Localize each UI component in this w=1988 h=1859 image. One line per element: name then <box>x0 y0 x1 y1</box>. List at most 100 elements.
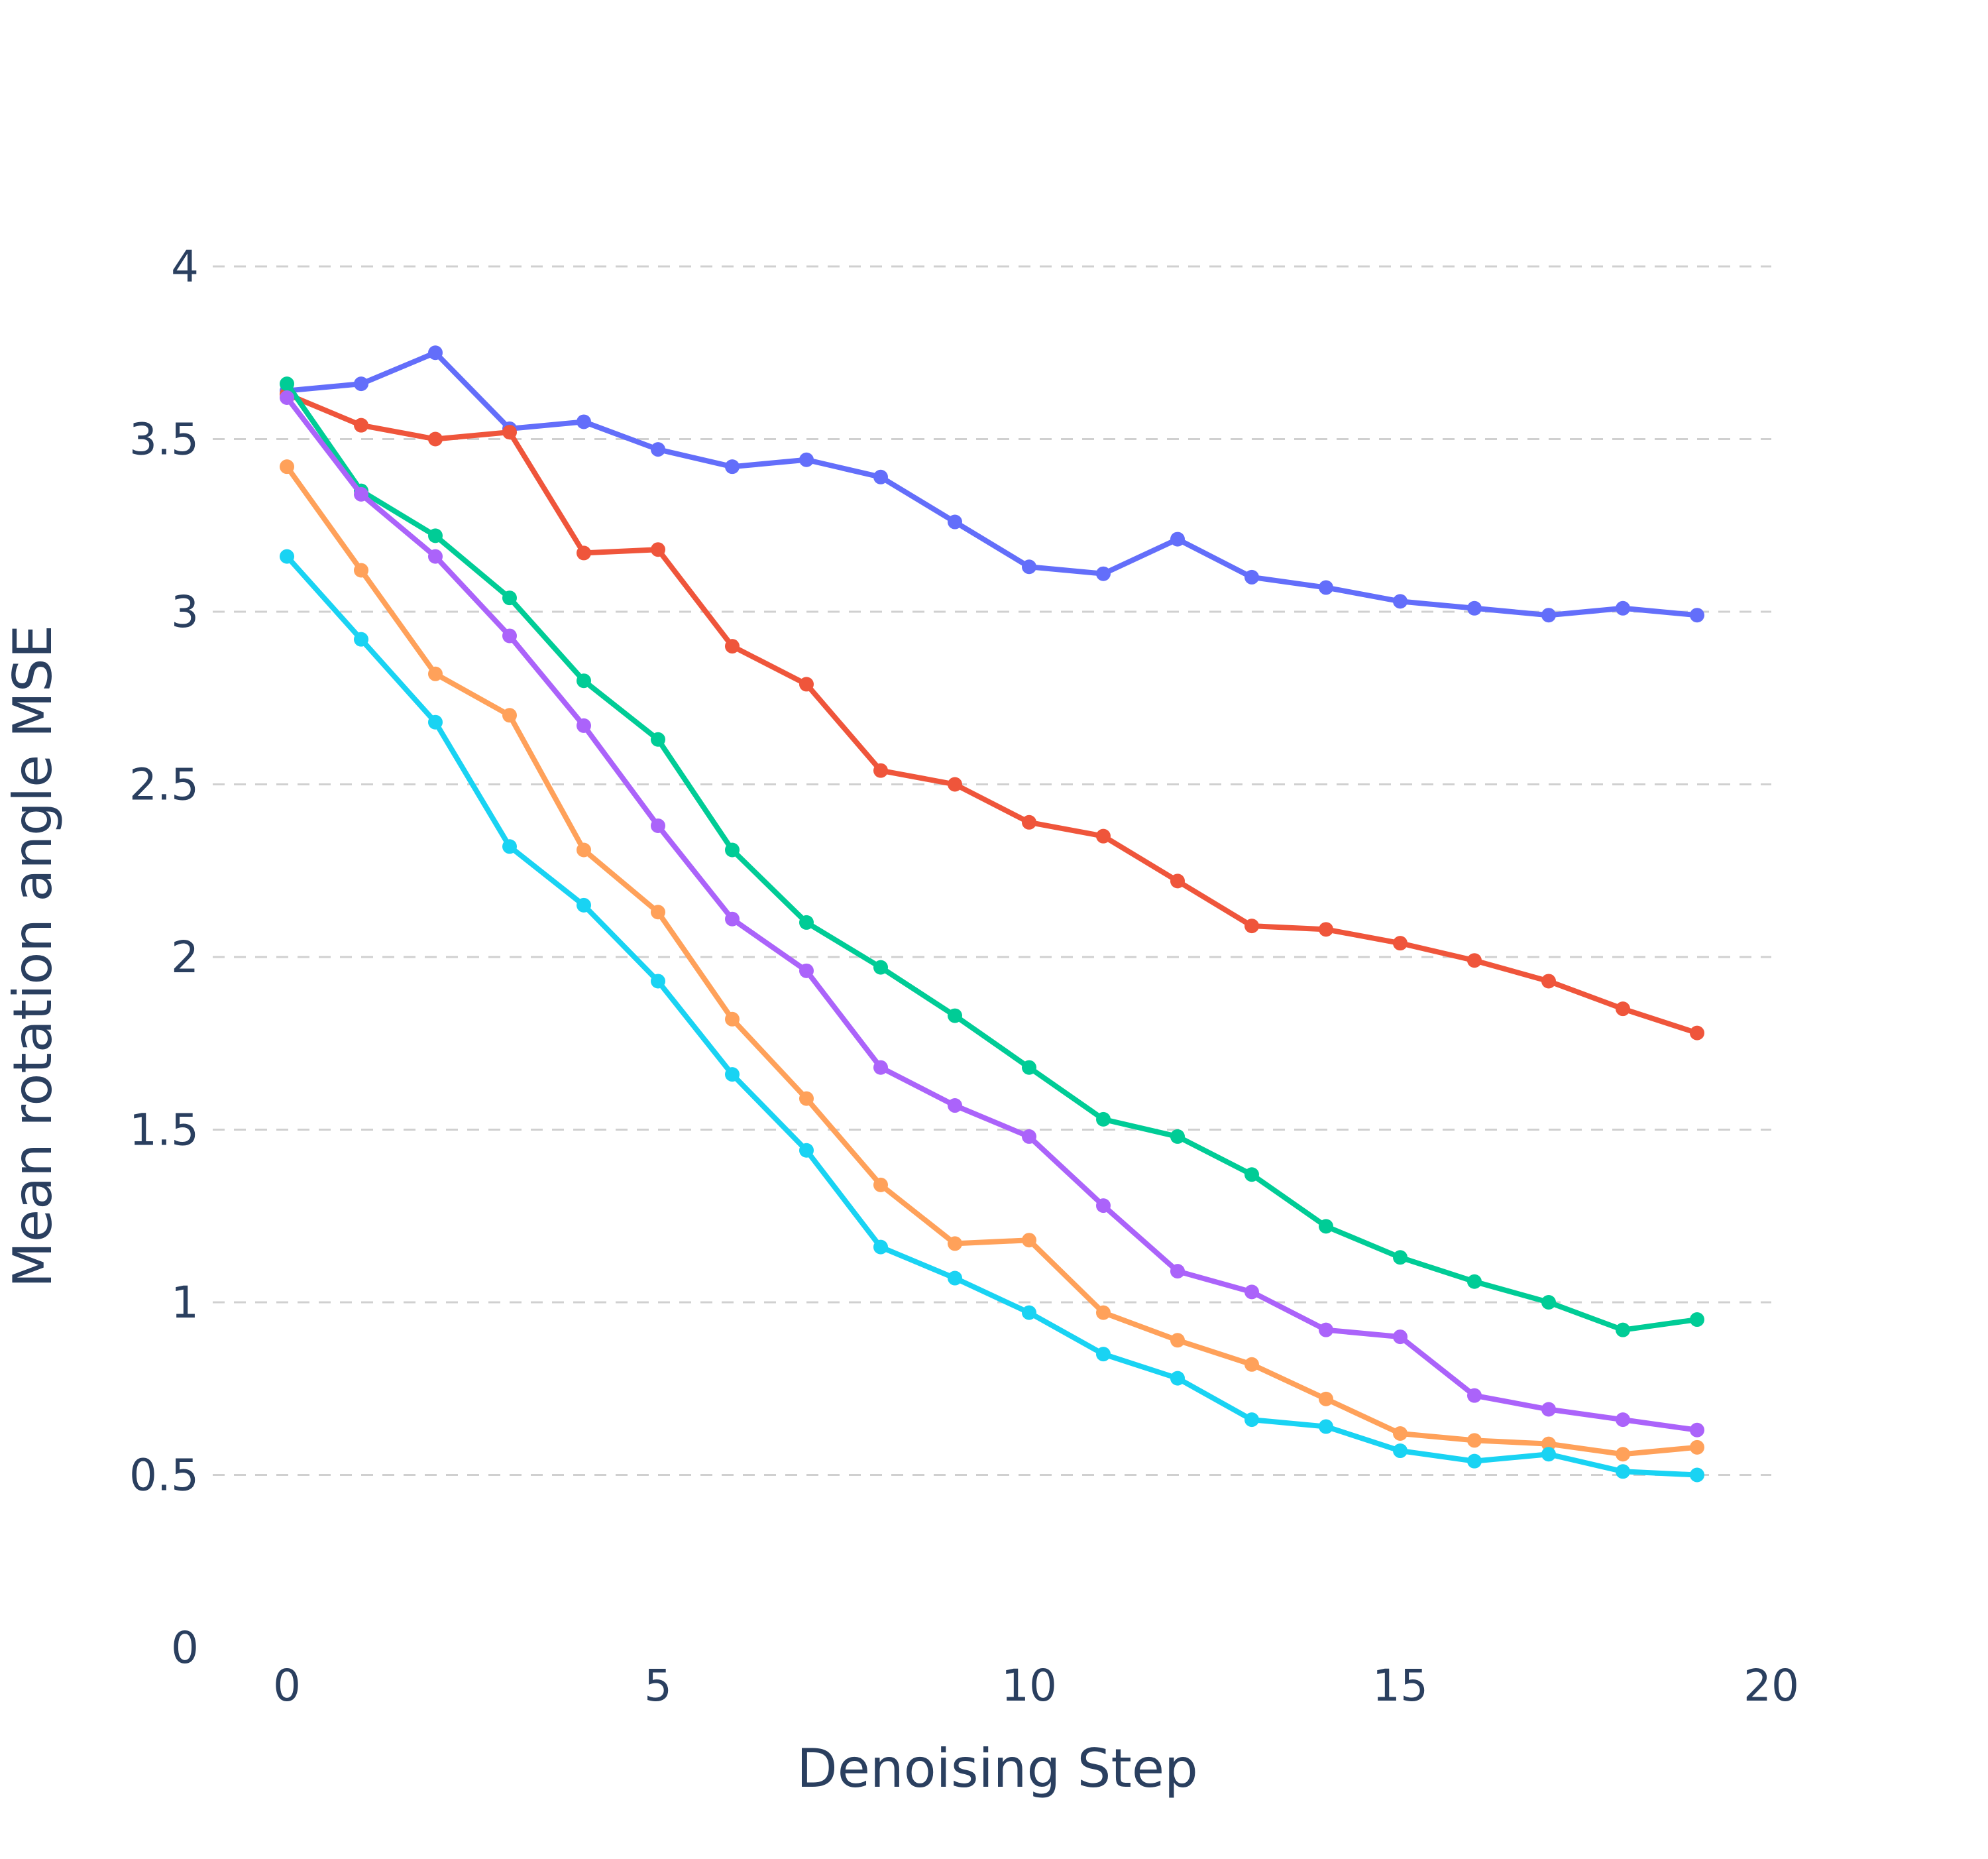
x-axis-title: Denoising Step <box>797 1738 1198 1799</box>
line-chart: 00.511.522.533.54 0 5 10 15 20 Denoising Ste… <box>0 0 1988 1856</box>
data-point <box>1690 1312 1704 1327</box>
data-point <box>1022 1060 1036 1075</box>
data-point <box>1467 1388 1482 1403</box>
data-point <box>1393 1329 1408 1344</box>
data-point <box>948 1271 962 1286</box>
data-point <box>1467 1433 1482 1447</box>
data-point <box>354 487 368 502</box>
data-point <box>1467 953 1482 968</box>
data-point <box>354 563 368 577</box>
data-point <box>1096 1198 1111 1213</box>
data-point <box>799 1143 814 1158</box>
data-point <box>948 515 962 530</box>
data-point <box>1319 1219 1333 1233</box>
data-point <box>1022 1129 1036 1144</box>
series-3 <box>280 376 1704 1337</box>
data-point <box>725 459 740 474</box>
data-point <box>1170 1371 1185 1386</box>
data-point <box>1319 922 1333 936</box>
y-axis-ticks: 0 0.5 1 1.5 2 2.5 3 3.5 4 <box>129 241 199 1673</box>
series-line <box>287 467 1697 1454</box>
data-point <box>799 964 814 978</box>
data-point <box>1467 1454 1482 1469</box>
data-point <box>354 376 368 391</box>
data-point <box>428 715 443 730</box>
data-point <box>1467 1274 1482 1289</box>
data-point <box>280 549 294 564</box>
data-point <box>651 905 665 919</box>
data-point <box>948 1098 962 1113</box>
data-point <box>799 1092 814 1106</box>
data-point <box>873 1240 888 1255</box>
data-point <box>1170 1129 1185 1144</box>
data-point <box>1244 919 1259 933</box>
data-point <box>577 718 591 733</box>
data-point <box>354 632 368 647</box>
data-point <box>873 763 888 778</box>
data-point <box>577 673 591 688</box>
data-point <box>1096 1306 1111 1320</box>
x-tick-label: 0 <box>273 1660 301 1711</box>
data-point <box>1541 974 1556 988</box>
data-point <box>799 677 814 691</box>
x-tick-label: 15 <box>1372 1660 1428 1711</box>
series-lines <box>280 345 1704 1482</box>
data-point <box>1244 1412 1259 1427</box>
data-point <box>1022 559 1036 574</box>
data-point <box>1170 532 1185 547</box>
data-point <box>1690 1423 1704 1437</box>
series-line <box>287 353 1697 615</box>
data-point <box>428 345 443 360</box>
data-point <box>1541 1402 1556 1417</box>
data-point <box>1616 1001 1630 1016</box>
data-point <box>502 628 517 643</box>
data-point <box>577 898 591 913</box>
data-point <box>725 912 740 927</box>
y-tick-label: 3 <box>171 587 199 638</box>
x-axis-ticks: 0 5 10 15 20 <box>273 1660 1799 1711</box>
data-point <box>948 1009 962 1023</box>
data-point <box>725 639 740 653</box>
data-point <box>1541 608 1556 622</box>
chart-container: 0 0.5 1 1.5 2 2.5 3 3.5 4 0 5 10 15 20 Denoising Ste… <box>0 0 1988 1856</box>
data-point <box>354 418 368 433</box>
data-point <box>1393 1426 1408 1441</box>
data-point <box>280 390 294 405</box>
data-point <box>1244 1357 1259 1372</box>
data-point <box>1616 1412 1630 1427</box>
y-tick-label: 4 <box>171 241 199 292</box>
data-point <box>1244 1167 1259 1182</box>
data-point <box>1022 1233 1036 1247</box>
data-point <box>577 414 591 429</box>
x-tick-label: 5 <box>644 1660 672 1711</box>
data-point <box>725 1012 740 1027</box>
data-point <box>799 915 814 930</box>
data-point <box>1319 581 1333 595</box>
data-point <box>428 667 443 681</box>
data-point <box>577 545 591 560</box>
x-tick-label: 10 <box>1001 1660 1057 1711</box>
data-point <box>1541 1447 1556 1461</box>
data-point <box>1022 1306 1036 1320</box>
data-point <box>651 442 665 457</box>
data-point <box>280 376 294 391</box>
series-line <box>287 557 1697 1475</box>
data-point <box>651 818 665 833</box>
data-point <box>1096 1347 1111 1361</box>
data-point <box>651 542 665 557</box>
data-point <box>428 432 443 447</box>
data-point <box>1616 601 1630 616</box>
data-point <box>280 459 294 474</box>
data-point <box>873 960 888 975</box>
data-point <box>873 470 888 484</box>
data-point <box>948 777 962 792</box>
data-point <box>1690 1468 1704 1483</box>
data-point <box>651 974 665 988</box>
data-point <box>1616 1323 1630 1337</box>
data-point <box>1393 1250 1408 1265</box>
data-point <box>428 549 443 564</box>
data-point <box>1541 1295 1556 1310</box>
y-tick-label: 3.5 <box>129 414 199 465</box>
data-point <box>502 425 517 439</box>
y-tick-label: 2 <box>171 932 199 983</box>
